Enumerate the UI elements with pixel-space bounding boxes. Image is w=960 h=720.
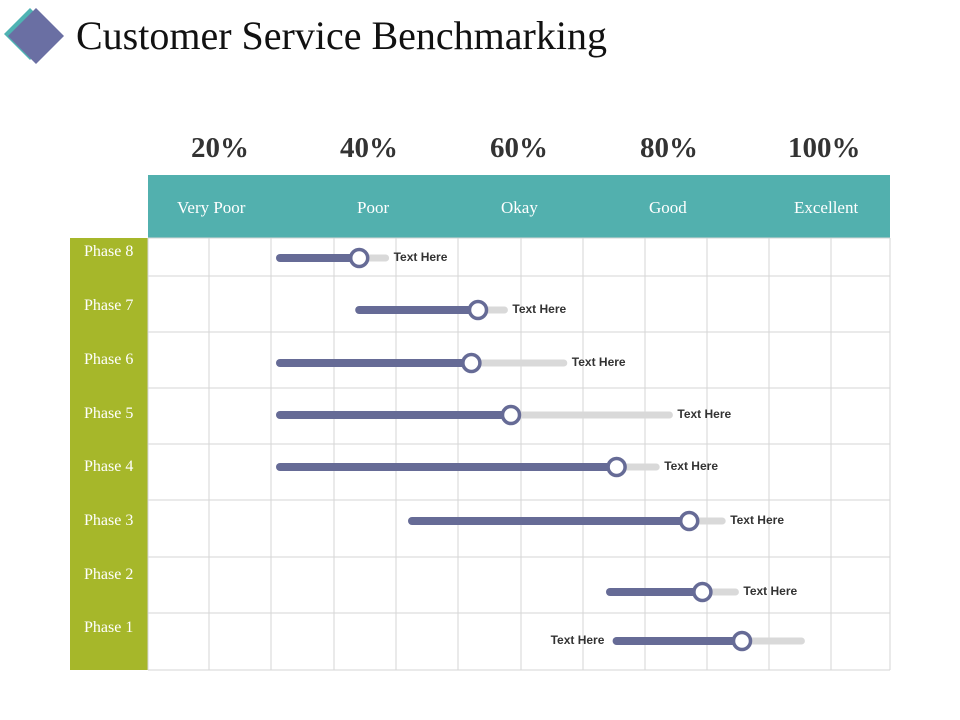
page-title: Customer Service Benchmarking <box>76 13 607 58</box>
rating-header <box>148 175 890 238</box>
bar-label: Text Here <box>743 584 798 598</box>
phase-label: Phase 7 <box>84 297 134 314</box>
percent-label: 60% <box>490 132 548 164</box>
rating-label: Excellent <box>794 198 859 217</box>
slider-knob <box>731 630 753 652</box>
rating-label: Very Poor <box>177 198 246 217</box>
rating-label: Poor <box>357 198 390 217</box>
phase-label: Phase 6 <box>84 351 134 368</box>
slider-knob <box>500 404 522 426</box>
slider-knob <box>461 352 482 374</box>
bar-label: Text Here <box>571 355 626 369</box>
slider-knob <box>348 247 370 269</box>
percent-label: 100% <box>788 132 861 164</box>
bar-label: Text Here <box>393 250 448 264</box>
bar-label: Text Here <box>664 459 718 473</box>
slider-knob <box>606 456 627 478</box>
percent-label: 40% <box>340 132 398 164</box>
rating-label: Good <box>649 198 687 217</box>
percent-label: 80% <box>640 132 698 164</box>
diamond-icon <box>4 8 64 64</box>
bar-label: Text Here <box>550 633 605 647</box>
slider-knob <box>467 299 489 321</box>
phase-label: Phase 8 <box>84 243 134 260</box>
slider-knob <box>692 581 713 603</box>
bar-label: Text Here <box>512 302 567 316</box>
percent-label: 20% <box>191 132 249 164</box>
bar-label: Text Here <box>730 513 784 527</box>
phase-column <box>70 238 148 670</box>
rating-label: Okay <box>501 198 538 217</box>
phase-label: Phase 4 <box>84 458 134 475</box>
phase-label: Phase 2 <box>84 566 134 583</box>
phase-label: Phase 5 <box>84 405 134 422</box>
phase-label: Phase 1 <box>84 619 134 636</box>
slider-knob <box>678 510 700 532</box>
phase-label: Phase 3 <box>84 512 134 529</box>
bar-label: Text Here <box>677 407 732 421</box>
